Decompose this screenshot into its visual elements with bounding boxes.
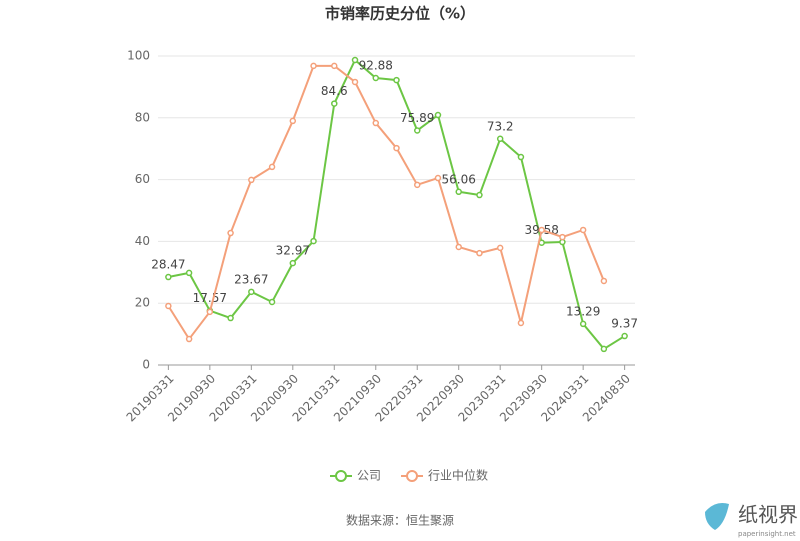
data-point bbox=[476, 191, 483, 199]
data-label: 84.6 bbox=[321, 84, 348, 98]
y-tick-label: 20 bbox=[135, 296, 150, 310]
watermark-logo bbox=[705, 503, 729, 530]
data-point bbox=[517, 319, 525, 327]
data-point bbox=[600, 345, 608, 353]
data-point bbox=[331, 62, 338, 70]
data-label: 32.97 bbox=[276, 244, 310, 258]
data-point bbox=[289, 259, 297, 267]
data-point bbox=[289, 117, 297, 125]
data-point bbox=[496, 244, 504, 252]
data-point bbox=[248, 176, 255, 184]
data-point bbox=[185, 269, 193, 277]
data-point bbox=[331, 100, 338, 107]
data-point bbox=[600, 277, 608, 285]
data-point bbox=[538, 226, 545, 234]
data-point bbox=[455, 188, 462, 196]
legend-label: 公司 bbox=[357, 469, 381, 483]
watermark: 纸视界 paperinsight.net bbox=[705, 503, 798, 538]
data-label: 92.88 bbox=[359, 59, 393, 73]
data-point bbox=[268, 163, 276, 171]
data-point bbox=[206, 308, 214, 316]
y-tick-label: 40 bbox=[135, 234, 150, 248]
y-tick-label: 80 bbox=[135, 110, 150, 124]
data-point bbox=[227, 229, 234, 237]
legend-marker bbox=[406, 470, 419, 482]
data-label: 23.67 bbox=[234, 272, 268, 286]
watermark-url: paperinsight.net bbox=[738, 530, 796, 538]
data-point bbox=[248, 288, 255, 296]
y-tick-label: 60 bbox=[135, 172, 150, 186]
legend-marker bbox=[335, 470, 347, 482]
data-label: 75.89 bbox=[400, 111, 434, 125]
data-point bbox=[434, 174, 442, 182]
data-point bbox=[372, 119, 380, 127]
data-point bbox=[434, 111, 442, 119]
data-point bbox=[455, 243, 462, 251]
y-tick-label: 0 bbox=[142, 358, 150, 372]
data-label: 9.37 bbox=[611, 317, 638, 331]
data-label: 28.47 bbox=[151, 258, 185, 272]
data-point bbox=[310, 62, 317, 70]
data-point bbox=[185, 335, 193, 343]
source: 数据来源：恒生聚源 bbox=[346, 513, 454, 528]
data-point bbox=[393, 76, 400, 84]
data-point bbox=[517, 153, 525, 161]
data-point bbox=[227, 314, 234, 322]
series-line bbox=[168, 58, 626, 351]
data-point bbox=[621, 332, 628, 340]
legend-label: 行业中位数 bbox=[428, 468, 488, 483]
chart-title: 市销率历史分位（%） bbox=[325, 5, 475, 23]
data-point bbox=[413, 181, 421, 189]
data-point bbox=[165, 273, 172, 281]
data-label: 13.29 bbox=[566, 304, 600, 318]
data-point bbox=[579, 226, 587, 234]
data-point bbox=[372, 74, 380, 82]
data-point bbox=[351, 56, 359, 64]
data-label: 17.57 bbox=[193, 291, 227, 305]
data-point bbox=[165, 302, 172, 310]
data-label: 56.06 bbox=[442, 172, 476, 186]
data-point bbox=[268, 298, 276, 306]
y-tick-label: 100 bbox=[127, 49, 150, 63]
data-point bbox=[351, 78, 359, 86]
data-point bbox=[579, 320, 587, 328]
data-label: 73.2 bbox=[487, 119, 514, 133]
data-point bbox=[310, 237, 317, 245]
data-point bbox=[496, 135, 504, 143]
series-line bbox=[167, 64, 605, 341]
watermark-name: 纸视界 bbox=[738, 503, 798, 527]
data-point bbox=[393, 144, 400, 152]
data-point bbox=[559, 233, 566, 241]
data-point bbox=[413, 127, 421, 134]
data-point bbox=[476, 249, 483, 257]
